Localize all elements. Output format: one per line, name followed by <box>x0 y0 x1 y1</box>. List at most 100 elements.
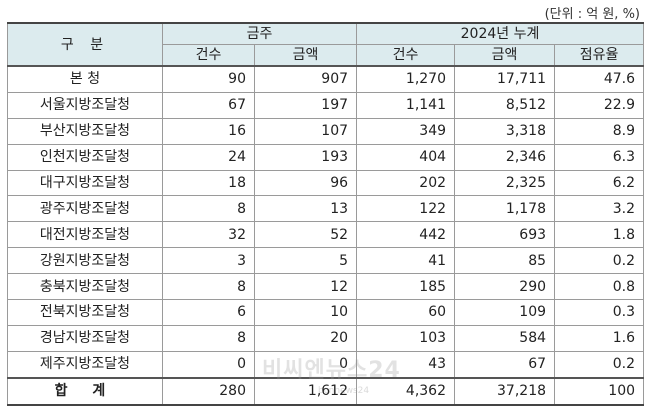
week-amount-cell: 20 <box>253 324 358 352</box>
total-cum-count: 4,362 <box>356 376 456 406</box>
week-amount-cell: 197 <box>253 91 358 119</box>
header-share: 점유율 <box>554 44 645 67</box>
table-row: 부산지방조달청 16 107 349 3,318 8.9 <box>7 117 645 145</box>
header-week-count: 건수 <box>162 44 255 67</box>
week-amount-cell: 52 <box>253 221 358 249</box>
table-row: 경남지방조달청 8 20 103 584 1.6 <box>7 324 645 352</box>
share-cell: 1.6 <box>554 324 645 352</box>
week-amount-cell: 13 <box>253 195 358 223</box>
header-cumulative: 2024년 누계 <box>356 22 645 45</box>
week-amount-cell: 107 <box>253 117 358 145</box>
office-name-cell: 전북지방조달청 <box>7 299 163 326</box>
week-count-cell: 6 <box>162 299 255 326</box>
office-name-cell: 부산지방조달청 <box>7 117 163 145</box>
table-row: 서울지방조달청 67 197 1,141 8,512 22.9 <box>7 91 645 119</box>
cum-amount-cell: 693 <box>454 221 556 249</box>
share-cell: 0.2 <box>554 350 645 379</box>
office-name-cell: 대전지방조달청 <box>7 221 163 249</box>
unit-note: (단위 : 억 원, %) <box>544 7 640 22</box>
share-cell: 22.9 <box>554 91 645 119</box>
week-count-cell: 18 <box>162 169 255 197</box>
share-cell: 8.9 <box>554 117 645 145</box>
week-amount-cell: 5 <box>253 247 358 275</box>
cum-amount-cell: 290 <box>454 273 556 301</box>
week-count-cell: 90 <box>162 64 255 93</box>
table-row: 충북지방조달청 8 12 185 290 0.8 <box>7 273 645 301</box>
cum-amount-cell: 2,346 <box>454 143 556 171</box>
cum-amount-cell: 67 <box>454 350 556 379</box>
office-name-cell: 제주지방조달청 <box>7 350 163 379</box>
table-row: 대구지방조달청 18 96 202 2,325 6.2 <box>7 169 645 197</box>
office-name-cell: 강원지방조달청 <box>7 247 163 275</box>
table-row: 본 청 90 907 1,270 17,711 47.6 <box>7 64 645 93</box>
cum-count-cell: 43 <box>356 350 456 379</box>
total-label: 합 계 <box>7 376 163 406</box>
watermark-sub: bcnnews24 <box>318 386 370 396</box>
office-name-cell: 본 청 <box>7 64 163 93</box>
cum-count-cell: 349 <box>356 117 456 145</box>
total-row: 합 계 280 1,612 4,362 37,218 100 <box>7 376 645 406</box>
week-count-cell: 8 <box>162 195 255 223</box>
cum-count-cell: 1,141 <box>356 91 456 119</box>
table-row: 전북지방조달청 6 10 60 109 0.3 <box>7 299 645 326</box>
cum-count-cell: 404 <box>356 143 456 171</box>
cum-amount-cell: 8,512 <box>454 91 556 119</box>
share-cell: 6.3 <box>554 143 645 171</box>
cum-amount-cell: 2,325 <box>454 169 556 197</box>
cum-amount-cell: 85 <box>454 247 556 275</box>
week-amount-cell: 96 <box>253 169 358 197</box>
procurement-table: 구 분 금주 2024년 누계 건수 금액 건수 금액 점유율 본 청 90 907… <box>7 22 645 406</box>
header-week: 금주 <box>161 22 358 45</box>
watermark-logo: 비씨엔뉴스24 <box>262 358 401 383</box>
office-name-cell: 서울지방조달청 <box>7 91 163 119</box>
week-count-cell: 8 <box>162 273 255 301</box>
week-count-cell: 24 <box>162 143 255 171</box>
cum-amount-cell: 584 <box>454 324 556 352</box>
office-name-cell: 광주지방조달청 <box>7 195 163 223</box>
table-row: 인천지방조달청 24 193 404 2,346 6.3 <box>7 143 645 171</box>
share-cell: 3.2 <box>554 195 645 223</box>
table-row: 제주지방조달청 0 0 43 67 0.2 <box>7 350 645 379</box>
cum-count-cell: 122 <box>356 195 456 223</box>
office-name-cell: 대구지방조달청 <box>7 169 163 197</box>
week-count-cell: 8 <box>162 324 255 352</box>
header-week-amount: 금액 <box>253 44 358 67</box>
cum-count-cell: 60 <box>356 299 456 326</box>
week-amount-cell: 12 <box>253 273 358 301</box>
header-row-sub: 건수 금액 건수 금액 점유율 <box>8 44 645 67</box>
cum-count-cell: 41 <box>356 247 456 275</box>
table-row: 광주지방조달청 8 13 122 1,178 3.2 <box>7 195 645 223</box>
week-count-cell: 67 <box>162 91 255 119</box>
total-week-count: 280 <box>162 376 255 406</box>
share-cell: 0.8 <box>554 273 645 301</box>
total-cum-amount: 37,218 <box>454 376 556 406</box>
header-category: 구 분 <box>7 22 163 67</box>
cum-amount-cell: 3,318 <box>454 117 556 145</box>
week-amount-cell: 10 <box>253 299 358 326</box>
week-amount-cell: 193 <box>253 143 358 171</box>
week-count-cell: 3 <box>162 247 255 275</box>
total-week-amount: 1,612 <box>253 376 358 406</box>
cum-amount-cell: 109 <box>454 299 556 326</box>
cum-count-cell: 202 <box>356 169 456 197</box>
table-row: 강원지방조달청 3 5 41 85 0.2 <box>7 247 645 275</box>
share-cell: 0.3 <box>554 299 645 326</box>
week-count-cell: 32 <box>162 221 255 249</box>
cum-count-cell: 442 <box>356 221 456 249</box>
week-amount-cell: 0 <box>253 350 358 379</box>
cum-amount-cell: 17,711 <box>454 64 556 93</box>
office-name-cell: 경남지방조달청 <box>7 324 163 352</box>
share-cell: 6.2 <box>554 169 645 197</box>
header-cum-count: 건수 <box>356 44 456 67</box>
share-cell: 1.8 <box>554 221 645 249</box>
office-name-cell: 충북지방조달청 <box>7 273 163 301</box>
table-body: 본 청 90 907 1,270 17,711 47.6 서울지방조달청 67 197 1,141… <box>7 64 645 406</box>
header-row-group: 구 분 금주 2024년 누계 <box>7 22 645 67</box>
table-row: 대전지방조달청 32 52 442 693 1.8 <box>7 221 645 249</box>
cum-amount-cell: 1,178 <box>454 195 556 223</box>
week-count-cell: 0 <box>162 350 255 379</box>
office-name-cell: 인천지방조달청 <box>7 143 163 171</box>
header-cum-amount: 금액 <box>454 44 556 67</box>
cum-count-cell: 1,270 <box>356 64 456 93</box>
week-count-cell: 16 <box>162 117 255 145</box>
